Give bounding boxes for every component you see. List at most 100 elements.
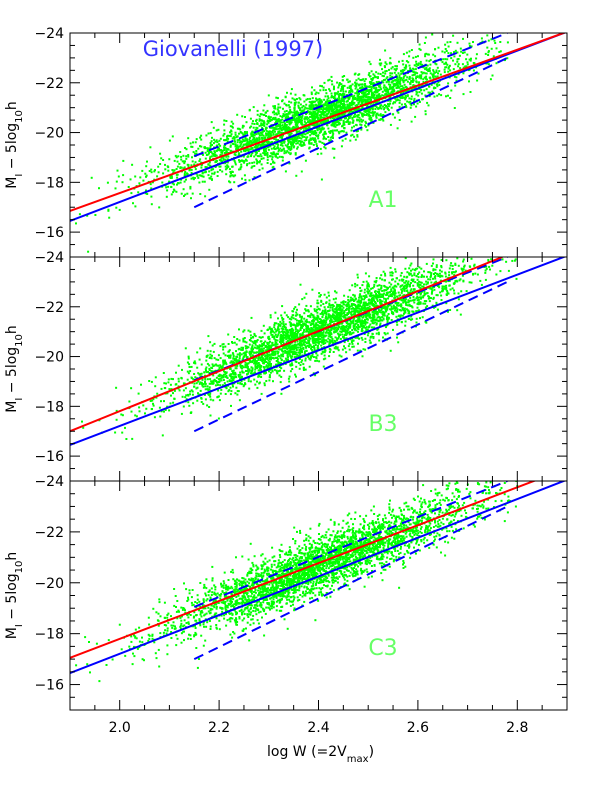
data-point bbox=[409, 83, 411, 85]
data-point bbox=[180, 159, 182, 161]
data-point bbox=[132, 202, 134, 204]
data-point bbox=[384, 70, 386, 72]
data-point bbox=[194, 153, 196, 155]
data-point bbox=[355, 79, 357, 81]
data-point bbox=[116, 181, 118, 183]
data-point bbox=[342, 309, 344, 311]
data-point bbox=[347, 87, 349, 89]
data-point bbox=[256, 163, 258, 165]
data-point bbox=[138, 182, 140, 184]
data-point bbox=[418, 81, 420, 83]
data-point bbox=[322, 303, 324, 305]
data-point bbox=[165, 186, 167, 188]
data-point bbox=[324, 82, 326, 84]
data-point bbox=[279, 107, 281, 109]
data-point bbox=[458, 298, 460, 300]
data-point bbox=[444, 58, 446, 60]
data-point bbox=[242, 347, 244, 349]
data-point bbox=[511, 260, 513, 262]
data-point bbox=[270, 163, 272, 165]
data-point bbox=[368, 111, 370, 113]
data-point bbox=[446, 294, 448, 296]
data-point bbox=[414, 116, 416, 118]
data-point bbox=[284, 111, 286, 113]
data-point bbox=[182, 396, 184, 398]
data-point bbox=[250, 133, 252, 135]
data-point bbox=[286, 105, 288, 107]
y-label-sub2: 10 bbox=[14, 110, 25, 123]
data-point bbox=[230, 405, 232, 407]
data-point bbox=[198, 182, 200, 184]
data-point bbox=[397, 87, 399, 89]
data-point bbox=[436, 69, 438, 71]
data-point bbox=[347, 296, 349, 298]
data-point bbox=[163, 372, 165, 374]
data-point bbox=[331, 124, 333, 126]
data-point bbox=[488, 266, 490, 268]
data-point bbox=[393, 85, 395, 87]
data-point bbox=[172, 135, 174, 137]
data-point bbox=[266, 123, 268, 125]
data-point bbox=[454, 85, 456, 87]
data-point bbox=[449, 267, 451, 269]
data-point bbox=[253, 165, 255, 167]
data-point bbox=[394, 102, 396, 104]
data-point bbox=[288, 123, 290, 125]
data-point bbox=[376, 91, 378, 93]
data-point bbox=[485, 53, 487, 55]
data-point bbox=[457, 58, 459, 60]
data-point bbox=[361, 113, 363, 115]
data-point bbox=[352, 91, 354, 93]
data-point bbox=[469, 281, 471, 283]
data-point bbox=[243, 385, 245, 387]
data-point bbox=[239, 142, 241, 144]
data-point bbox=[210, 132, 212, 134]
data-point bbox=[257, 114, 259, 116]
data-point bbox=[287, 116, 289, 118]
data-point bbox=[261, 120, 263, 122]
data-point bbox=[425, 76, 427, 78]
data-point bbox=[434, 55, 436, 57]
data-point bbox=[410, 107, 412, 109]
data-point bbox=[282, 99, 284, 101]
data-point bbox=[463, 93, 465, 95]
data-point bbox=[295, 312, 297, 314]
data-point bbox=[162, 159, 164, 161]
data-point bbox=[158, 171, 160, 173]
data-point bbox=[415, 56, 417, 58]
data-point bbox=[240, 151, 242, 153]
data-point bbox=[458, 265, 460, 267]
data-point bbox=[347, 81, 349, 83]
data-point bbox=[98, 187, 100, 189]
data-point bbox=[422, 98, 424, 100]
data-point bbox=[234, 162, 236, 164]
data-point bbox=[414, 64, 416, 66]
data-point bbox=[407, 61, 409, 63]
data-point bbox=[283, 370, 285, 372]
data-point bbox=[372, 97, 374, 99]
data-point bbox=[214, 141, 216, 143]
data-point bbox=[253, 379, 255, 381]
data-point bbox=[404, 74, 406, 76]
data-point bbox=[390, 350, 392, 352]
data-point bbox=[470, 58, 472, 60]
data-point bbox=[303, 142, 305, 144]
data-point bbox=[323, 87, 325, 89]
data-point bbox=[252, 120, 254, 122]
data-point bbox=[507, 41, 509, 43]
data-point bbox=[429, 300, 431, 302]
data-point bbox=[310, 116, 312, 118]
data-point bbox=[286, 124, 288, 126]
data-point bbox=[413, 274, 415, 276]
data-point bbox=[177, 166, 179, 168]
data-point bbox=[131, 411, 133, 413]
data-point bbox=[211, 153, 213, 155]
data-point bbox=[265, 380, 267, 382]
data-point bbox=[272, 166, 274, 168]
data-point bbox=[272, 156, 274, 158]
data-point bbox=[434, 96, 436, 98]
data-point bbox=[357, 114, 359, 116]
data-point bbox=[214, 161, 216, 163]
